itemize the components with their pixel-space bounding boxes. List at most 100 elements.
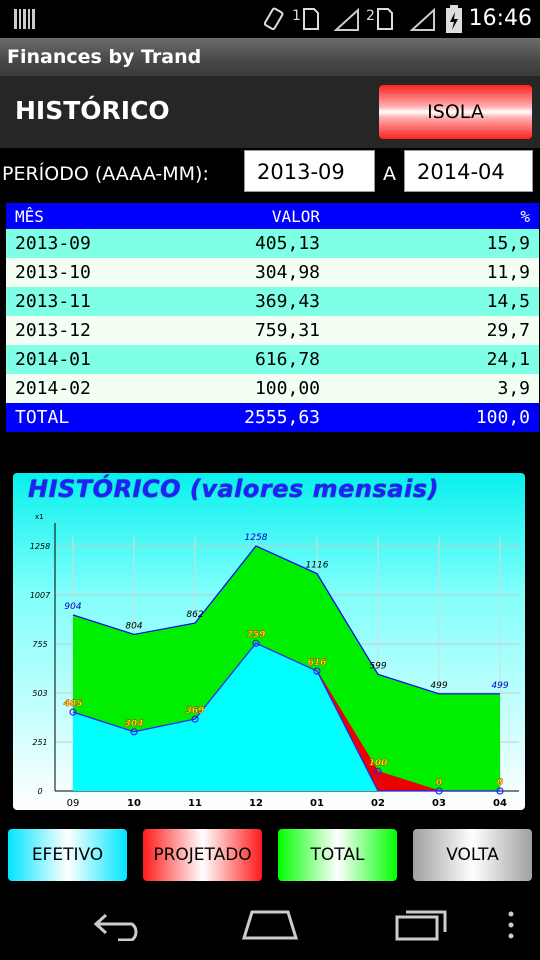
col-header-pct: % xyxy=(520,207,530,226)
y-tick-label: 251 xyxy=(32,738,47,747)
y-tick-label: 1258 xyxy=(30,542,50,551)
cell-pct: 14,5 xyxy=(486,291,530,312)
data-point xyxy=(435,787,443,795)
cell-value: 304,98 xyxy=(254,262,320,283)
back-icon[interactable] xyxy=(92,911,148,941)
table-row[interactable]: 2013-10 304,98 11,9 xyxy=(6,258,539,287)
cell-value: 369,43 xyxy=(254,291,320,312)
y-unit-label: x1 xyxy=(35,513,44,521)
status-bar: 1 2 16:46 xyxy=(0,0,540,38)
cell-month: 2013-09 xyxy=(15,233,91,254)
cell-month: 2013-11 xyxy=(15,291,91,312)
cell-pct: 24,1 xyxy=(486,349,530,370)
x-tick-label: 02 xyxy=(371,798,385,809)
y-tick-label: 755 xyxy=(32,640,47,649)
period-label: PERÍODO (AAAA-MM): xyxy=(2,163,209,185)
chart-svg: 0 251 503 755 1007 1258 x1 904 804 862 1258 1116 599… xyxy=(30,513,519,809)
data-label-total: 599 xyxy=(369,661,386,671)
data-point xyxy=(130,728,138,736)
data-label-projetado: 616 xyxy=(308,658,327,668)
data-point xyxy=(374,767,382,776)
y-tick-label: 0 xyxy=(37,787,42,796)
data-point xyxy=(496,787,504,795)
data-label-total: 1116 xyxy=(306,561,329,571)
data-label-total: 1258 xyxy=(245,533,268,543)
data-label-total: 499 xyxy=(491,681,508,691)
data-label-projetado: 304 xyxy=(125,719,144,729)
cell-month: 2014-02 xyxy=(15,378,91,399)
table-row[interactable]: 2014-01 616,78 24,1 xyxy=(6,345,539,374)
app-title: Finances by Trand xyxy=(7,46,202,68)
table-row[interactable]: 2013-09 405,13 15,9 xyxy=(6,229,539,258)
data-label-total: 862 xyxy=(186,610,203,620)
history-chart: 0 251 503 755 1007 1258 x1 904 804 862 1258 1116 599… xyxy=(13,473,525,810)
cell-month: 2013-12 xyxy=(15,320,91,341)
table-row[interactable]: 2014-02 100,00 3,9 xyxy=(6,374,539,403)
x-tick-label: 09 xyxy=(67,798,80,809)
barcode-icon xyxy=(14,9,35,29)
cell-value: 405,13 xyxy=(254,233,320,254)
total-button[interactable]: TOTAL xyxy=(278,829,397,881)
data-point xyxy=(191,715,199,723)
table-row[interactable]: 2013-11 369,43 14,5 xyxy=(6,287,539,316)
data-label-projetado: 759 xyxy=(247,630,266,640)
data-label-total: 804 xyxy=(125,621,142,631)
cell-pct: 11,9 xyxy=(486,262,530,283)
period-separator: A xyxy=(383,163,396,185)
col-header-value: VALOR xyxy=(271,207,320,226)
data-point xyxy=(313,667,321,675)
sim1-label: 1 xyxy=(292,8,301,24)
home-icon[interactable] xyxy=(240,909,300,941)
efetivo-button[interactable]: EFETIVO xyxy=(8,829,127,881)
page-title: HISTÓRICO xyxy=(15,96,170,125)
data-label-projetado: 0 xyxy=(497,778,503,788)
sim-card-icon xyxy=(377,8,393,30)
table-total-row: TOTAL 2555,63 100,0 xyxy=(6,403,539,432)
x-tick-label: 04 xyxy=(493,798,507,809)
cell-value: 616,78 xyxy=(254,349,320,370)
total-value: 2555,63 xyxy=(244,407,320,428)
menu-dots-icon[interactable] xyxy=(506,909,516,941)
battery-icon xyxy=(446,5,462,33)
app-title-bar: Finances by Trand xyxy=(0,38,540,76)
recent-apps-icon[interactable] xyxy=(394,908,450,942)
cell-value: 759,31 xyxy=(254,320,320,341)
chart-title: HISTÓRICO (valores mensais) xyxy=(28,475,439,503)
data-label-projetado: 0 xyxy=(436,778,442,788)
cell-pct: 3,9 xyxy=(497,378,530,399)
volta-button[interactable]: VOLTA xyxy=(413,829,532,881)
cell-month: 2013-10 xyxy=(15,262,91,283)
cell-pct: 29,7 xyxy=(486,320,530,341)
line-efetivo xyxy=(72,642,500,792)
vibrate-icon xyxy=(263,7,284,31)
data-label-projetado: 369 xyxy=(186,706,205,716)
period-to-field[interactable]: 2014-04 xyxy=(404,150,533,192)
x-tick-label: 11 xyxy=(188,798,202,809)
x-tick-label: 03 xyxy=(432,798,446,809)
projetado-button[interactable]: PROJETADO xyxy=(143,829,262,881)
isola-button[interactable]: ISOLA xyxy=(379,85,532,139)
data-label-total: 904 xyxy=(64,602,81,612)
signal-icon xyxy=(334,8,359,31)
cell-pct: 15,9 xyxy=(486,233,530,254)
x-tick-label: 10 xyxy=(127,798,141,809)
data-point xyxy=(69,708,77,716)
area-efetivo xyxy=(73,643,500,791)
table-row[interactable]: 2013-12 759,31 29,7 xyxy=(6,316,539,345)
history-table: MÊS VALOR % 2013-09 405,13 15,9 2013-10 … xyxy=(6,203,539,432)
y-tick-label: 1007 xyxy=(30,591,51,600)
cell-month: 2014-01 xyxy=(15,349,91,370)
clock: 16:46 xyxy=(468,6,532,31)
data-point xyxy=(252,639,260,647)
data-label-projetado: 405 xyxy=(63,699,83,709)
total-label: TOTAL xyxy=(15,407,70,428)
sim-card-icon xyxy=(303,8,319,30)
sim2-label: 2 xyxy=(366,8,375,24)
total-pct: 100,0 xyxy=(475,407,530,428)
col-header-month: MÊS xyxy=(15,207,44,226)
data-label-total: 499 xyxy=(430,681,447,691)
period-from-field[interactable]: 2013-09 xyxy=(244,150,375,192)
line-total xyxy=(72,545,500,695)
x-tick-label: 01 xyxy=(310,798,324,809)
signal-icon xyxy=(410,8,435,31)
